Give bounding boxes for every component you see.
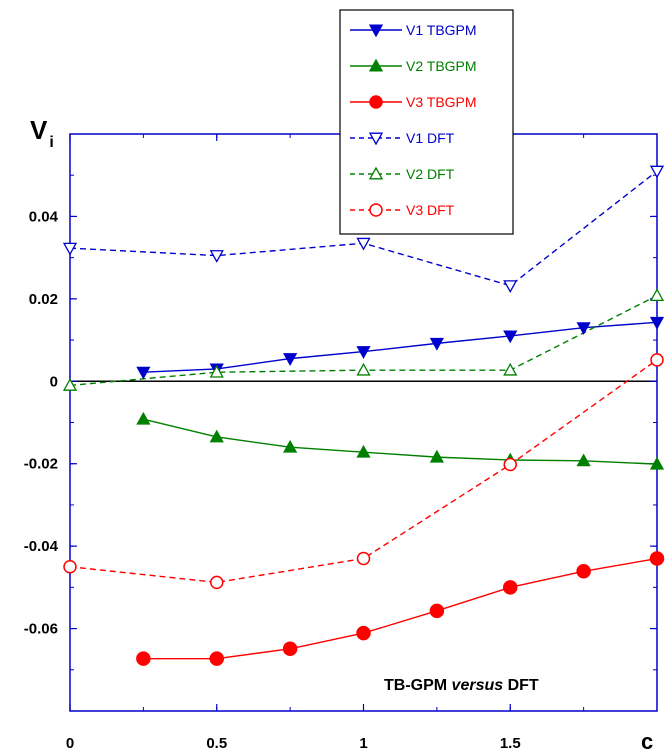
y-axis-label: V xyxy=(30,115,48,145)
data-point xyxy=(210,575,224,590)
data-point xyxy=(356,346,371,359)
annotation-italic: versus xyxy=(452,677,504,694)
data-point xyxy=(209,651,224,666)
x-tick-label: 1.5 xyxy=(500,735,521,750)
data-point xyxy=(136,651,151,666)
y-tick-label: 0 xyxy=(50,373,58,390)
data-point xyxy=(282,641,298,657)
legend-marker xyxy=(368,58,384,72)
series-line xyxy=(69,359,658,584)
y-tick-label: -0.04 xyxy=(24,538,59,555)
data-point xyxy=(503,280,518,294)
legend-marker xyxy=(369,203,383,217)
data-point xyxy=(649,288,665,302)
y-tick-label: -0.06 xyxy=(24,621,58,638)
data-point xyxy=(503,330,518,344)
legend-label: V1 DFT xyxy=(406,130,455,146)
data-point xyxy=(576,453,591,467)
data-point xyxy=(209,250,224,263)
legend-marker xyxy=(369,95,383,109)
data-point xyxy=(503,457,517,472)
y-axis-subscript: i xyxy=(49,134,53,151)
legend-label: V3 TBGPM xyxy=(406,94,477,110)
data-point xyxy=(650,353,664,367)
data-point xyxy=(62,378,78,391)
series-line xyxy=(143,321,658,373)
x-tick-label: 0.5 xyxy=(206,735,227,750)
data-point xyxy=(62,242,78,256)
axis-ticks: -0.06 -0.04 -0.02 0 0.02 0.04 0 0.5 1 1.5 xyxy=(24,133,658,750)
x-tick-label: 0 xyxy=(66,735,74,750)
series-line xyxy=(143,557,658,660)
annotation-suffix: DFT xyxy=(503,677,539,694)
data-point xyxy=(283,439,298,453)
data-point xyxy=(503,580,518,595)
x-axis-label: c xyxy=(641,729,653,750)
legend-box xyxy=(339,9,514,235)
data-point xyxy=(356,625,371,641)
legend-label: V1 TBGPM xyxy=(406,22,477,38)
y-tick-label: 0.04 xyxy=(29,208,59,225)
legend: V1 TBGPM V2 TBGPM V3 TBGPM V1 DFT V2 DFT V3 D… xyxy=(339,9,514,235)
data-point xyxy=(356,551,371,566)
legend-marker xyxy=(368,24,384,38)
data-point xyxy=(649,165,665,179)
data-point xyxy=(503,362,518,376)
data-point xyxy=(429,449,444,463)
legend-marker xyxy=(368,132,384,146)
data-point xyxy=(649,551,665,566)
y-tick-label: 0.02 xyxy=(29,291,58,308)
data-point xyxy=(576,564,591,579)
annotation-prefix: TB-GPM xyxy=(384,677,452,694)
legend-label: V3 DFT xyxy=(406,202,455,218)
data-point xyxy=(209,364,224,378)
data-point xyxy=(649,456,665,470)
chart-annotation: TB-GPM versus DFT xyxy=(384,677,539,694)
legend-marker xyxy=(368,166,384,180)
data-point xyxy=(283,353,298,366)
data-point xyxy=(356,362,371,376)
series-line xyxy=(143,418,658,465)
data-point xyxy=(209,429,224,443)
data-point xyxy=(136,411,151,425)
data-point xyxy=(576,322,591,336)
y-tick-label: -0.02 xyxy=(24,456,58,473)
x-tick-label: 1 xyxy=(359,735,367,750)
series-markers xyxy=(62,165,665,666)
data-point xyxy=(356,237,371,251)
data-point xyxy=(63,560,77,574)
legend-label: V2 DFT xyxy=(406,166,455,182)
data-point xyxy=(429,337,444,351)
data-point xyxy=(429,603,445,619)
legend-label: V2 TBGPM xyxy=(406,58,477,74)
data-point xyxy=(136,366,151,380)
data-point xyxy=(649,316,665,330)
data-point xyxy=(356,444,371,458)
